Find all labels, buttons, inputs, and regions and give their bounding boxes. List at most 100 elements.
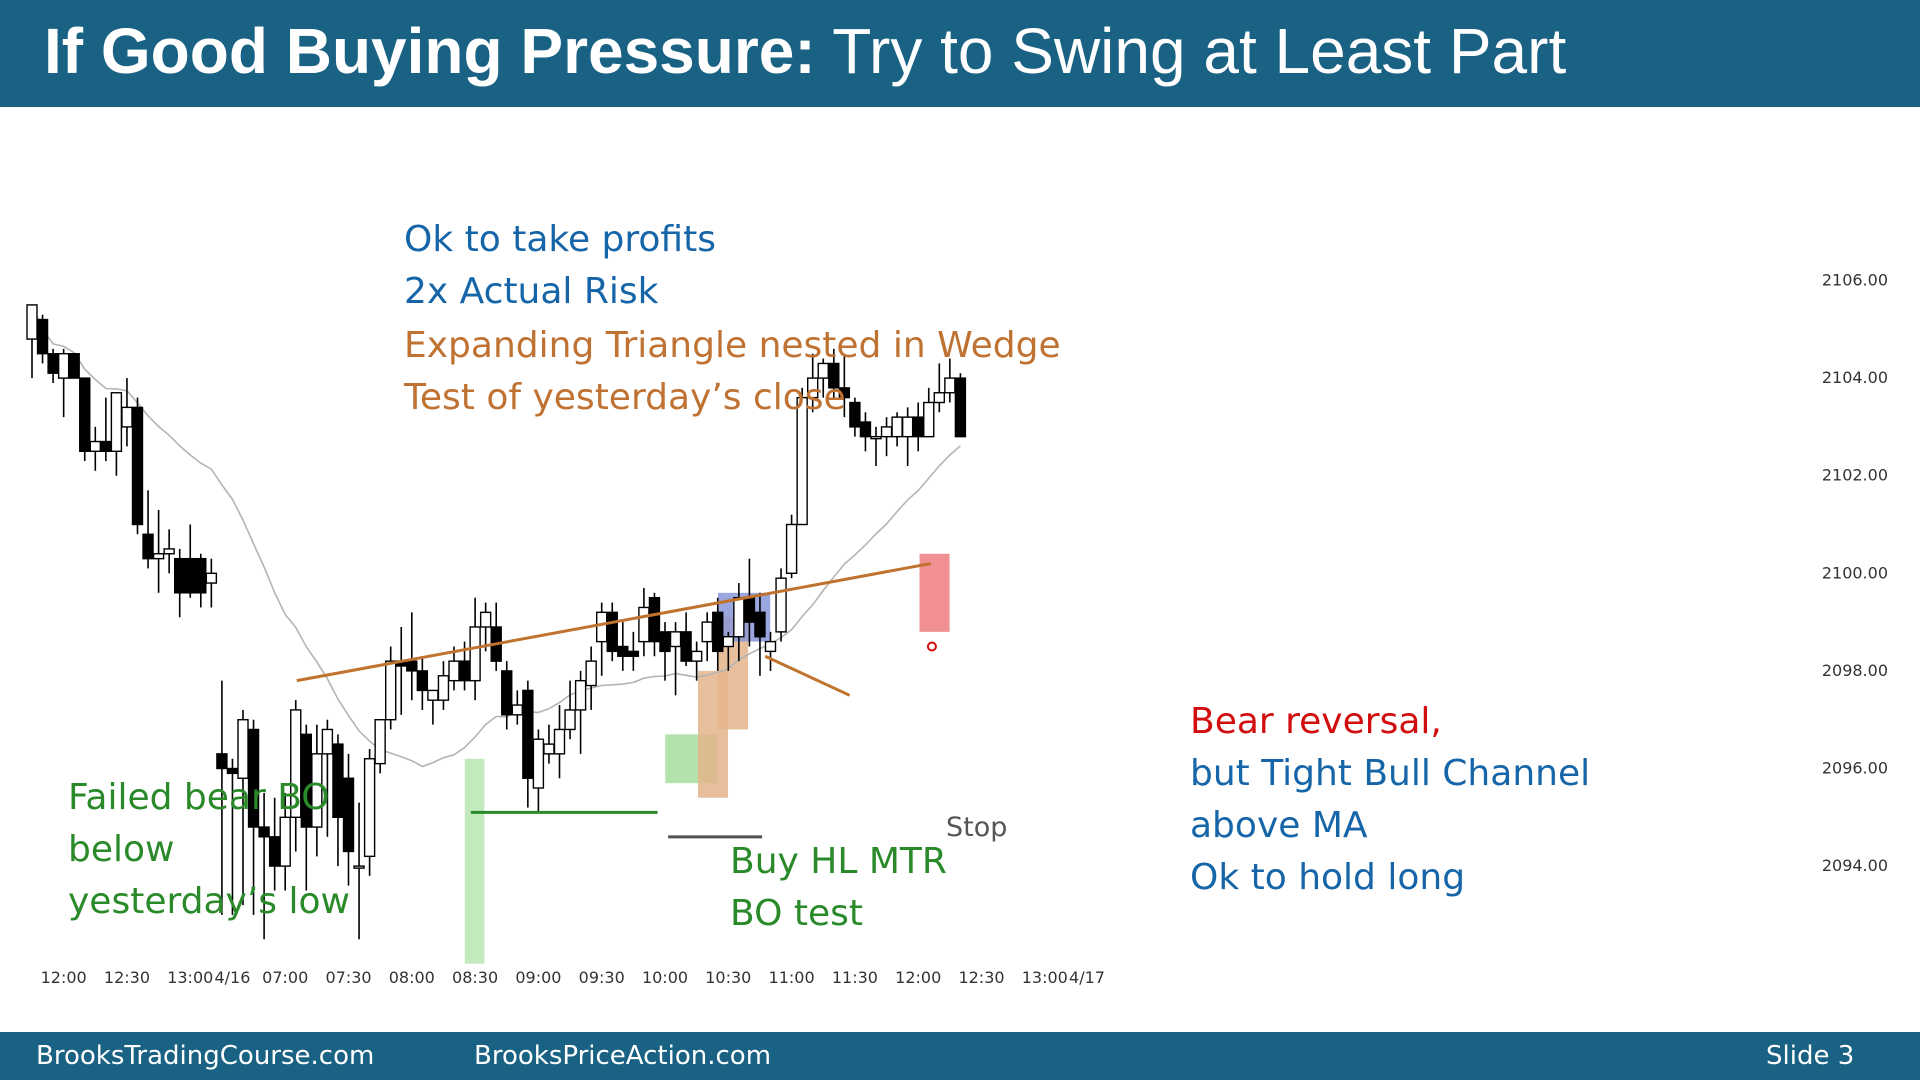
candle-body-bull [532, 738, 545, 789]
candle [363, 748, 376, 876]
candle-body-bull [585, 660, 597, 687]
x-tick-label: 12:30 [104, 968, 150, 987]
annotation-reversal: Bear reversal, but Tight Bull Channel ab… [1190, 696, 1590, 904]
candle-body-bear [954, 377, 967, 438]
annotation-line: Failed bear BO [68, 777, 330, 818]
title-bold-part: If Good Buying Pressure: [44, 15, 816, 87]
candle-body-bear [627, 650, 640, 657]
candle-body-bear [68, 353, 80, 379]
candle [596, 602, 608, 676]
candle [933, 363, 945, 413]
y-axis: 2106.00 2104.00 2102.00 2100.00 2098.00 2096.… [1822, 271, 1888, 876]
candle [690, 641, 703, 681]
x-tick-label: 12:30 [958, 968, 1004, 987]
x-tick-label: 09:00 [515, 968, 561, 987]
candle-body-bull [733, 597, 745, 638]
annotation-line: but Tight Bull Channel [1190, 753, 1591, 794]
highlight-green-breakout [464, 758, 485, 964]
candle [321, 719, 334, 837]
candle-body-bear [617, 645, 629, 657]
candle [764, 631, 777, 671]
slide-title: If Good Buying Pressure: Try to Swing at… [44, 14, 1566, 88]
y-tick-label: 2104.00 [1822, 368, 1888, 387]
candle-body-bull [574, 679, 587, 711]
candle-body-bull [553, 728, 566, 755]
candle-body-bull [163, 548, 175, 555]
candle-body-bull [110, 392, 123, 452]
candle-body-bear [36, 318, 49, 355]
annotation-line-red: Bear reversal, [1190, 701, 1442, 742]
slide-number: Slide 3 [1766, 1041, 1855, 1071]
candle-body-bull [311, 753, 323, 828]
candle [754, 592, 766, 676]
x-tick-label: 07:00 [262, 968, 308, 987]
footer-left-link: BrooksTradingCourse.com [36, 1041, 375, 1071]
candle-body-bear [606, 611, 618, 653]
annotation-failed-bo: Failed bear BO below yesterday’s low [68, 772, 350, 928]
x-tick-label: 08:00 [389, 968, 435, 987]
candle [216, 680, 228, 915]
candle [110, 392, 123, 476]
y-tick-label: 2106.00 [1822, 271, 1888, 290]
candle [585, 646, 597, 710]
candle-body-bull [469, 626, 481, 682]
annotation-buy: Buy HL MTR BO test [730, 836, 947, 940]
candle-body-bear [743, 597, 756, 623]
candle [47, 348, 59, 383]
candle-body-bull [121, 406, 133, 428]
annotation-profits: Ok to take profits 2x Actual Risk [404, 214, 716, 318]
candle [627, 631, 640, 671]
candle [152, 509, 165, 593]
candle [617, 622, 629, 671]
candle [564, 680, 576, 740]
candle [543, 724, 555, 764]
candle-body-bear [648, 597, 661, 643]
candle [374, 719, 386, 774]
candle [712, 597, 724, 671]
candle [490, 602, 502, 671]
candle [184, 524, 196, 598]
candle-body-bull [57, 353, 70, 379]
candle-body-bull [89, 440, 102, 453]
candle-body-bear [342, 777, 355, 853]
candle-body-bull [237, 719, 249, 779]
candle-body-bull [807, 377, 819, 399]
annotation-lines [296, 562, 937, 839]
candle-body-bull [321, 728, 334, 755]
candle-body-bull [448, 660, 460, 682]
candle [163, 529, 175, 574]
candle [870, 426, 882, 466]
candle [57, 348, 70, 418]
candle-body-bull [596, 611, 608, 643]
candle-body-bull [363, 758, 376, 858]
footer-center-link: BrooksPriceAction.com [474, 1041, 772, 1071]
candle [532, 729, 545, 813]
candle-body-bear [247, 728, 260, 828]
candle [859, 412, 872, 452]
annotation-line: above MA [1190, 805, 1368, 846]
candle [648, 592, 661, 657]
x-tick-label: 10:30 [705, 968, 751, 987]
entry-marker-icon [926, 641, 937, 652]
candle-body-bear [406, 660, 418, 672]
candle-body-bull [437, 675, 450, 701]
candle [79, 377, 91, 462]
candle-body-bull [385, 660, 397, 721]
y-tick-label: 2096.00 [1822, 759, 1888, 778]
stop-label: Stop [946, 812, 1008, 843]
annotation-line: Buy HL MTR [730, 841, 947, 882]
candle-body-bull [26, 304, 38, 340]
candle-body-bear [828, 362, 840, 389]
y-tick-label: 2102.00 [1822, 466, 1888, 485]
candle [406, 612, 418, 701]
x-tick-label: 10:00 [642, 968, 688, 987]
candle [838, 353, 851, 418]
candle-body-bull [564, 709, 576, 731]
candle [807, 353, 819, 413]
candle-body-bull [427, 689, 439, 701]
x-tick-label: 11:30 [832, 968, 878, 987]
candle [68, 353, 80, 379]
x-tick-label: 12:00 [895, 968, 941, 987]
candle-body-bull [764, 640, 777, 653]
candle-body-bear [416, 670, 429, 692]
